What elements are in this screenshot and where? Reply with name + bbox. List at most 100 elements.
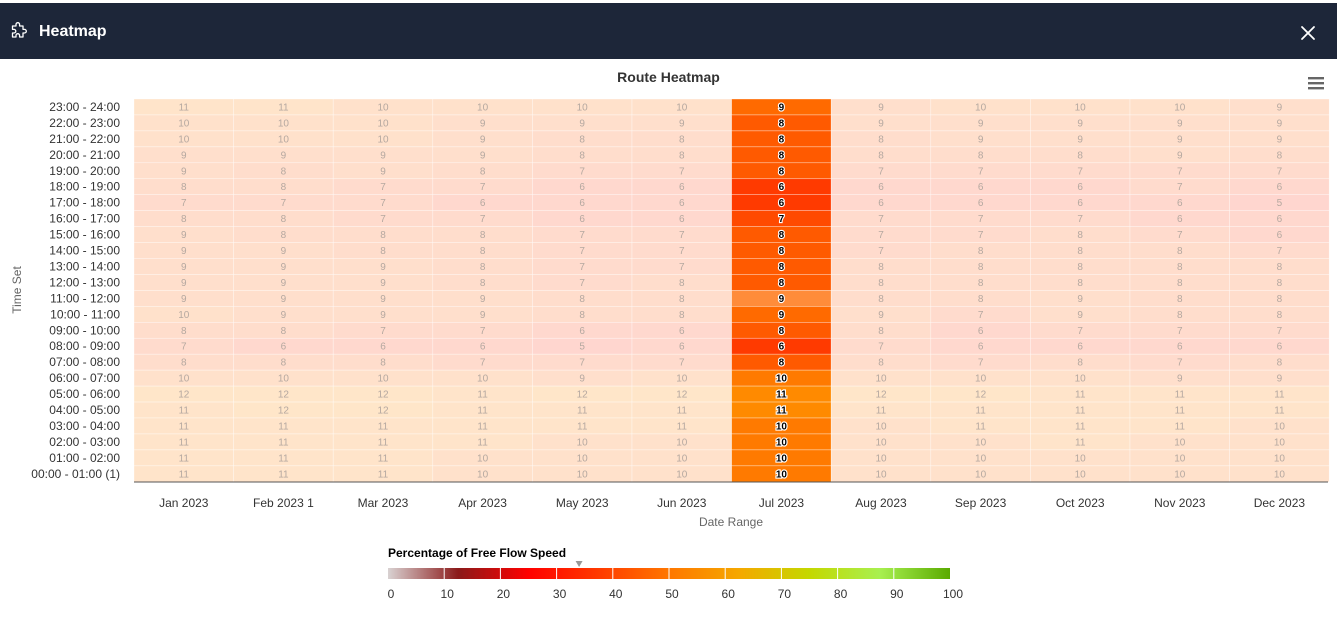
cell-value-label: 10 [1274,421,1286,432]
cell-value-label: 11 [179,421,190,432]
cell-value-label: 8 [480,166,486,177]
cell-value-label: 9 [380,278,386,289]
y-tick-label: 07:00 - 08:00 [49,355,120,369]
cell-value-label: 8 [878,262,884,273]
cell-value-label: 9 [281,294,287,305]
cell-value-label: 8 [1077,358,1083,369]
cell-value-label: 8 [878,150,884,161]
cell-value-label: 11 [378,453,389,464]
cell-value-label: 7 [181,198,187,209]
cell-value-label: 8 [380,358,386,369]
cell-value-label: 6 [1177,214,1183,225]
cell-value-label: 9 [181,246,187,257]
cell-value-label: 6 [579,326,585,337]
y-tick-label: 02:00 - 03:00 [49,435,120,449]
cell-value-label: 7 [978,230,984,241]
cell-value-label: 9 [480,118,486,129]
cell-value-label: 11 [179,469,190,480]
cell-value-label: 10 [278,134,290,145]
cell-value-label: 6 [978,342,984,353]
cell-value-label: 7 [380,214,386,225]
cell-value-label: 10 [577,102,589,113]
cell-value-label: 11 [1175,421,1186,432]
cell-value-label: 8 [779,262,785,273]
cell-value-label: 8 [779,278,785,289]
cell-value-label: 10 [477,453,489,464]
x-tick-label: Jul 2023 [759,496,805,510]
cell-value-label: 6 [1277,342,1283,353]
cell-value-label: 11 [776,406,787,417]
x-axis-title: Date Range [699,515,763,529]
cell-value-label: 9 [779,310,785,321]
x-axis-labels: Jan 2023 Feb 2023 1 Mar 2023 Apr 2023 May 20… [159,496,1305,510]
x-tick-label: Feb 2023 1 [253,496,314,510]
cell-value-label: 11 [1075,437,1086,448]
cell-value-label: 8 [779,326,785,337]
cell-value-label: 9 [1277,374,1283,385]
cell-value-label: 12 [975,390,987,401]
cell-value-label: 6 [380,342,386,353]
cell-value-label: 7 [1277,326,1283,337]
cell-value-label: 10 [875,469,887,480]
cell-value-label: 7 [679,166,685,177]
cell-value-label: 11 [477,437,488,448]
cell-value-label: 8 [281,230,287,241]
cell-value-label: 11 [278,421,289,432]
y-tick-label: 12:00 - 13:00 [49,275,120,289]
cell-value-label: 10 [178,134,190,145]
legend-separators [443,568,895,579]
cell-value-label: 6 [1077,342,1083,353]
hamburger-menu-icon[interactable] [1306,74,1326,92]
y-tick-label: 22:00 - 23:00 [49,116,120,130]
cell-value-label: 10 [875,437,887,448]
cell-value-label: 8 [1177,310,1183,321]
cell-value-label: 10 [1274,469,1286,480]
legend-marker [575,561,583,567]
y-axis-title: Time Set [10,266,24,314]
cell-value-label: 8 [978,150,984,161]
x-tick-label: Jan 2023 [159,496,209,510]
cell-value-label: 9 [579,118,585,129]
cell-value-label: 10 [676,437,688,448]
cell-value-label: 11 [278,437,289,448]
cell-value-label: 6 [679,182,685,193]
cell-value-label: 8 [181,358,187,369]
y-tick-label: 20:00 - 21:00 [49,148,120,162]
cell-value-label: 7 [1077,214,1083,225]
cell-value-label: 8 [679,150,685,161]
close-icon[interactable] [1296,21,1320,45]
y-tick-label: 16:00 - 17:00 [49,212,120,226]
cell-value-label: 6 [978,182,984,193]
cell-value-label: 8 [779,150,785,161]
window-header: Heatmap [0,3,1337,59]
cell-value-label: 10 [676,102,688,113]
cell-value-label: 9 [380,166,386,177]
cell-value-label: 8 [779,246,785,257]
cell-value-label: 10 [477,102,489,113]
y-tick-label: 00:00 - 01:00 (1) [31,467,120,481]
legend-tick-label: 50 [665,587,679,601]
cell-value-label: 6 [779,342,785,353]
cell-value-label: 8 [1077,150,1083,161]
cell-value-label: 7 [978,358,984,369]
cell-value-label: 7 [480,358,486,369]
cell-value-label: 8 [579,310,585,321]
cell-value-label: 10 [676,374,688,385]
y-tick-label: 10:00 - 11:00 [50,307,120,321]
cell-value-label: 9 [1277,134,1283,145]
puzzle-icon [11,22,27,38]
legend-tick-label: 80 [834,587,848,601]
cell-value-label: 8 [1077,262,1083,273]
cell-value-label: 8 [1277,278,1283,289]
cell-value-label: 11 [876,406,887,417]
cell-value-label: 11 [1075,406,1086,417]
cell-value-label: 10 [278,374,290,385]
cell-value-label: 7 [1177,358,1183,369]
y-tick-label: 08:00 - 09:00 [49,339,120,353]
cell-value-label: 8 [1277,358,1283,369]
cell-value-label: 7 [579,230,585,241]
cell-value-label: 10 [875,453,887,464]
cell-value-label: 8 [1077,230,1083,241]
legend-tick-label: 70 [778,587,792,601]
cell-value-label: 8 [281,326,287,337]
